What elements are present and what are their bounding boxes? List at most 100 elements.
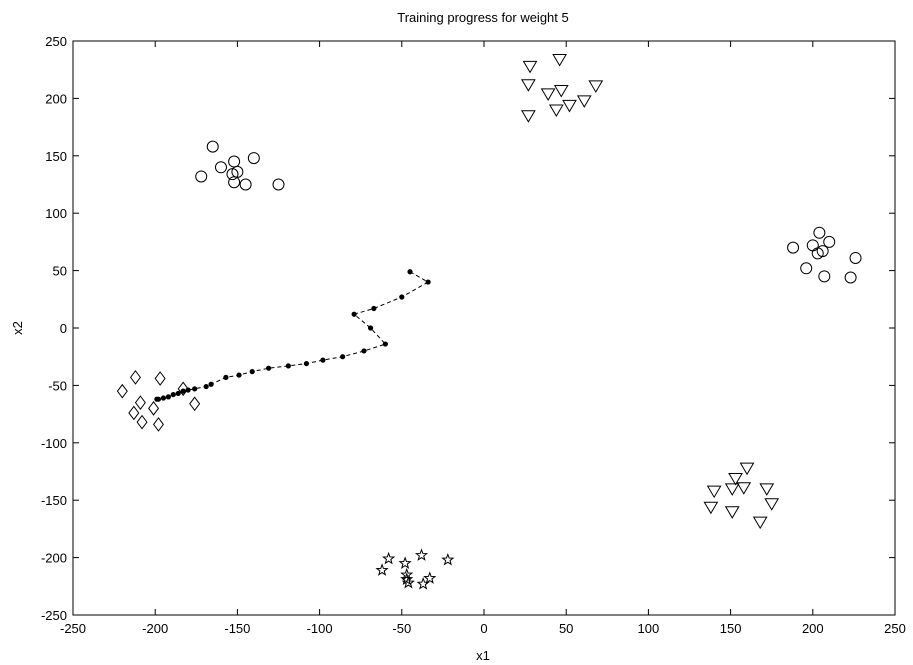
triangle-down-marker: [548, 104, 564, 118]
triangle-down-marker: [540, 88, 556, 101]
triangle-down-marker: [552, 53, 567, 67]
diamond-marker: [177, 381, 189, 397]
triangle-down-marker: [703, 501, 719, 515]
star-marker: [382, 551, 396, 565]
path-dot-marker: [285, 363, 291, 369]
triangle-down-marker: [588, 80, 604, 93]
circle-marker: [228, 176, 241, 189]
data-markers: [116, 53, 862, 590]
circle-marker: [800, 262, 813, 275]
x-tick-label: -100: [307, 621, 333, 636]
diamond-marker: [129, 370, 141, 385]
star-marker: [441, 552, 455, 566]
x-tick-label: -250: [60, 621, 86, 636]
chart-title: Training progress for weight 5: [397, 10, 569, 25]
circle-marker: [247, 152, 260, 165]
triangle-down-marker: [728, 473, 743, 486]
path-dot-marker: [407, 269, 413, 275]
star-marker: [416, 577, 430, 590]
circle-marker: [195, 170, 208, 183]
y-tick-label: 150: [45, 149, 67, 164]
x-tick-label: 50: [559, 621, 573, 636]
path-dot-marker: [160, 395, 167, 401]
path-dot-marker: [371, 305, 377, 312]
circle-marker: [214, 161, 227, 174]
circle-marker: [272, 178, 285, 191]
circle-marker: [226, 168, 239, 181]
x-tick-label: -50: [392, 621, 411, 636]
y-tick-label: -150: [41, 493, 67, 508]
x-axis-label: x1: [476, 648, 490, 663]
triangle-down-marker: [553, 84, 569, 98]
y-tick-label: -100: [41, 436, 67, 451]
triangle-down-marker: [522, 60, 538, 74]
path-dot-marker: [175, 390, 181, 397]
triangle-down-marker: [724, 483, 740, 496]
path-dot-marker: [320, 357, 326, 363]
circle-marker: [818, 270, 831, 283]
circle-marker: [787, 241, 800, 254]
path-dot-marker: [192, 386, 198, 392]
circle-marker: [849, 251, 862, 264]
path-dot-marker: [367, 325, 374, 331]
diamond-marker: [128, 405, 140, 421]
diamond-marker: [136, 414, 148, 430]
y-tick-label: -200: [41, 551, 67, 566]
path-dot-marker: [425, 279, 431, 285]
triangle-down-marker: [724, 506, 740, 519]
x-tick-label: 0: [480, 621, 487, 636]
circle-marker: [844, 271, 857, 284]
path-dot-marker: [203, 383, 209, 390]
path-dot-marker: [165, 394, 171, 400]
x-tick-label: -150: [224, 621, 250, 636]
triangle-down-marker: [521, 110, 536, 123]
path-dot-marker: [361, 348, 367, 354]
diamond-marker: [152, 417, 164, 432]
x-tick-label: 100: [638, 621, 660, 636]
x-tick-label: 150: [720, 621, 742, 636]
path-dot-marker: [180, 388, 186, 394]
diamond-marker: [189, 396, 201, 412]
path-dot-marker: [154, 396, 160, 402]
y-tick-label: 0: [60, 321, 67, 336]
triangle-down-marker: [562, 99, 577, 113]
path-dot-marker: [170, 391, 176, 398]
path-dot-marker: [303, 360, 310, 367]
star-marker: [414, 548, 429, 561]
triangle-down-marker: [576, 95, 592, 108]
y-tick-label: 250: [45, 34, 67, 49]
diamond-marker: [116, 383, 128, 399]
circle-marker: [206, 140, 219, 153]
circle-marker: [823, 235, 836, 248]
diamond-marker: [148, 401, 160, 416]
path-dot-marker: [266, 365, 272, 371]
y-tick-label: -50: [48, 378, 67, 393]
x-tick-label: -200: [142, 621, 168, 636]
star-marker: [400, 572, 414, 586]
triangle-down-marker: [706, 485, 722, 499]
y-tick-label: 100: [45, 206, 67, 221]
y-tick-label: 50: [53, 264, 67, 279]
star-marker: [398, 556, 412, 569]
x-tick-label: 200: [802, 621, 824, 636]
diamond-marker: [134, 395, 146, 410]
circle-marker: [813, 226, 826, 239]
star-marker: [400, 567, 414, 581]
circle-marker: [239, 178, 252, 191]
star-marker: [375, 563, 389, 576]
path-dot-marker: [208, 381, 214, 387]
triangle-down-marker: [521, 79, 536, 92]
triangle-down-marker: [752, 516, 768, 530]
star-marker: [423, 571, 437, 584]
path-dot-marker: [382, 341, 388, 347]
path-dot-marker: [223, 374, 229, 380]
circle-marker: [811, 247, 824, 260]
path-dot-marker: [185, 387, 191, 393]
diamond-marker: [154, 371, 166, 386]
triangle-down-marker: [736, 482, 752, 495]
path-dot-marker: [340, 354, 346, 360]
path-dot-marker: [399, 294, 405, 300]
triangle-down-marker: [739, 462, 755, 476]
triangle-down-marker: [759, 483, 775, 496]
